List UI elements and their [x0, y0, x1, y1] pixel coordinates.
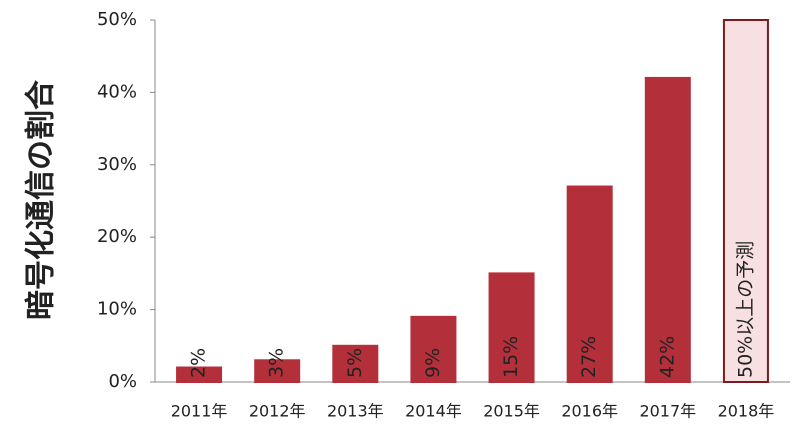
- x-tick-label: 2011年: [171, 402, 228, 421]
- bar: [176, 366, 223, 383]
- bar: [332, 344, 379, 383]
- y-axis-title: 暗号化通信の割合: [24, 80, 59, 320]
- bar: [566, 185, 613, 383]
- x-tick-label: 2014年: [405, 402, 462, 421]
- y-tick-label: 0%: [108, 371, 137, 392]
- y-tick-label: 20%: [97, 226, 137, 247]
- x-tick-label: 2015年: [483, 402, 540, 421]
- value-label: 2%: [188, 348, 210, 378]
- x-tick-label: 2013年: [327, 402, 384, 421]
- x-tick-label: 2017年: [639, 402, 696, 421]
- value-label: 3%: [266, 348, 288, 378]
- y-tick-label: 30%: [97, 154, 137, 175]
- value-label: 50%以上の予測: [734, 241, 756, 378]
- value-label: 5%: [344, 348, 366, 378]
- bar: [254, 359, 301, 383]
- value-label: 27%: [578, 336, 600, 378]
- y-tick-label: 40%: [97, 81, 137, 102]
- y-tick-label: 50%: [97, 9, 137, 30]
- bar: [488, 272, 535, 383]
- x-tick-label: 2012年: [249, 402, 306, 421]
- bar: [644, 76, 691, 383]
- y-tick-label: 10%: [97, 299, 137, 320]
- bar: [722, 19, 769, 383]
- value-label: 42%: [656, 336, 678, 378]
- value-label: 9%: [422, 348, 444, 378]
- x-tick-label: 2018年: [718, 402, 775, 421]
- value-label: 15%: [500, 336, 522, 378]
- x-tick-label: 2016年: [561, 402, 618, 421]
- bar: [410, 315, 457, 383]
